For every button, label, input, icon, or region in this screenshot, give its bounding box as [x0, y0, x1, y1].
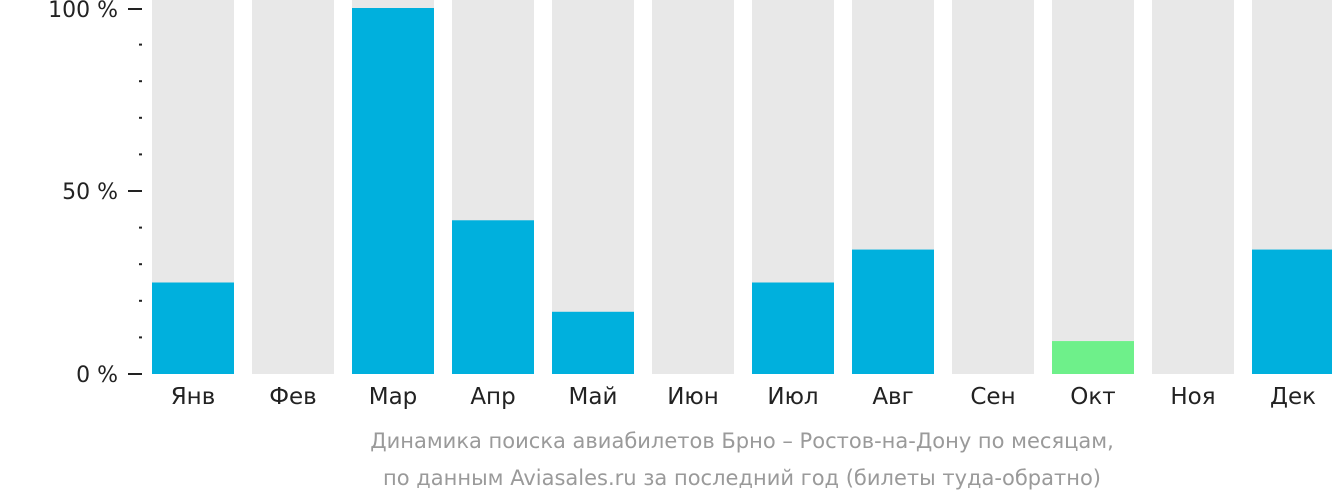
x-tick-label-9: Сен: [970, 384, 1015, 410]
y-tick-label-1: 0 %: [76, 363, 118, 388]
column-bg-6: [652, 0, 734, 374]
x-axis-labels: Янв Фев Мар Апр Май Июн Июл Авг Сен Окт Ноя Дек: [171, 384, 1316, 410]
bars: [152, 8, 1332, 374]
bar-7: [752, 282, 834, 374]
bar-1: [152, 282, 234, 374]
x-tick-label-8: Авг: [872, 384, 913, 410]
x-tick-label-4: Апр: [470, 384, 515, 410]
bar-10: [1052, 341, 1134, 374]
bar-4: [452, 220, 534, 374]
column-bg-2: [252, 0, 334, 374]
caption-line-1: Динамика поиска авиабилетов Брно – Росто…: [370, 429, 1114, 453]
x-tick-label-10: Окт: [1070, 384, 1115, 410]
column-bg-9: [952, 0, 1034, 374]
y-tick-label-2: 50 %: [62, 180, 118, 205]
caption-line-2: по данным Aviasales.ru за последний год …: [383, 466, 1101, 490]
bar-12: [1252, 249, 1332, 374]
x-tick-label-2: Фев: [269, 384, 317, 410]
bar-5: [552, 311, 634, 374]
x-tick-label-11: Ноя: [1170, 384, 1215, 410]
background-columns: [152, 0, 1332, 374]
x-tick-label-1: Янв: [171, 384, 216, 410]
x-tick-label-7: Июл: [767, 384, 818, 410]
x-tick-label-6: Июн: [667, 384, 719, 410]
column-bg-11: [1152, 0, 1234, 374]
x-tick-label-3: Мар: [369, 384, 418, 410]
x-tick-label-12: Дек: [1270, 384, 1316, 410]
y-axis: 0 % 50 % 100 %: [48, 0, 142, 388]
column-bg-5: [552, 0, 634, 374]
y-tick-label-3: 100 %: [48, 0, 118, 23]
x-tick-label-5: Май: [569, 384, 618, 410]
column-bg-10: [1052, 0, 1134, 374]
bar-3: [352, 8, 434, 374]
bar-8: [852, 249, 934, 374]
